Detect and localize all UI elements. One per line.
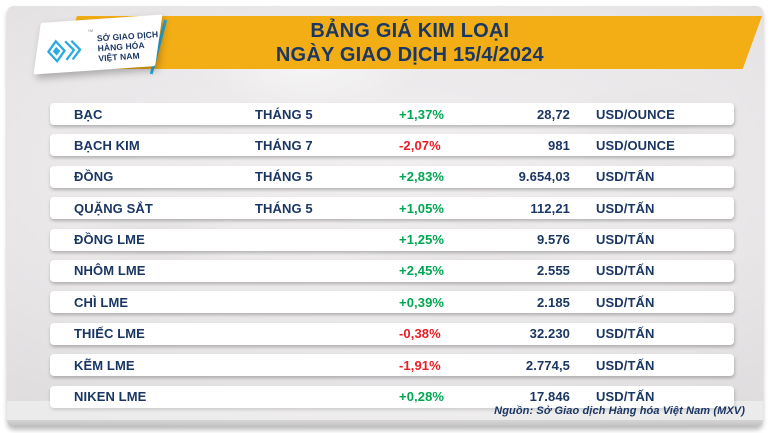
price-value: 9.576 xyxy=(536,232,570,248)
price-value: 32.230 xyxy=(529,326,570,342)
table-row: BẠCH KIM THÁNG 7 -2,07% 981 USD/OUNCE xyxy=(50,134,734,157)
contract-month: THÁNG 7 xyxy=(255,137,313,153)
change-percent: +1,37% xyxy=(399,106,445,122)
change-percent: -0,38% xyxy=(399,326,441,342)
price-unit: USD/TẤN xyxy=(596,357,655,373)
commodity-name: BẠCH KIM xyxy=(74,137,140,153)
commodity-name: BẠC xyxy=(74,106,103,122)
commodity-name: CHÌ LME xyxy=(74,294,129,310)
price-unit: USD/TẤN xyxy=(596,263,655,279)
price-unit: USD/OUNCE xyxy=(596,137,675,153)
source-note: Nguồn: Sở Giao dịch Hàng hóa Việt Nam (M… xyxy=(494,404,745,417)
price-value: 2.774,5 xyxy=(525,357,570,373)
table-row: NIKEN LME +0,28% 17.846 USD/TẤN xyxy=(50,385,734,408)
page-title-line1: BẢNG GIÁ KIM LOẠI xyxy=(310,20,510,42)
price-unit: USD/TẤN xyxy=(596,389,655,405)
mxv-logo-icon xyxy=(46,39,82,63)
table-row: QUẶNG SẮT THÁNG 5 +1,05% 112,21 USD/TẤN xyxy=(50,197,734,220)
footer-band: Nguồn: Sở Giao dịch Hàng hóa Việt Nam (M… xyxy=(7,401,763,421)
commodity-name: ĐỒNG xyxy=(74,169,114,185)
page-title: BẢNG GIÁ KIM LOẠI NGÀY GIAO DỊCH 15/4/20… xyxy=(67,16,752,69)
change-percent: -2,07% xyxy=(399,137,441,153)
price-unit: USD/OUNCE xyxy=(596,106,675,122)
price-value: 112,21 xyxy=(530,200,570,216)
table-row: THIẾC LME -0,38% 32.230 USD/TẤN xyxy=(50,322,734,345)
mxv-logo-text: SỞ GIAO DỊCH HÀNG HÓA VIỆT NAM xyxy=(97,29,160,63)
change-percent: +1,05% xyxy=(399,200,445,216)
price-value: 28,72 xyxy=(536,106,570,122)
contract-month: THÁNG 5 xyxy=(255,106,313,122)
page-title-line2: NGÀY GIAO DỊCH 15/4/2024 xyxy=(275,44,544,66)
price-unit: USD/TẤN xyxy=(596,326,655,342)
price-unit: USD/TẤN xyxy=(596,294,655,310)
price-value: 9.654,03 xyxy=(518,169,570,185)
table-row: ĐỒNG LME +1,25% 9.576 USD/TẤN xyxy=(50,228,734,251)
price-unit: USD/TẤN xyxy=(596,200,655,216)
price-unit: USD/TẤN xyxy=(596,232,655,248)
price-unit: USD/TẤN xyxy=(596,169,655,185)
price-value: 2.555 xyxy=(536,263,570,279)
commodity-name: THIẾC LME xyxy=(74,326,145,342)
contract-month: THÁNG 5 xyxy=(255,200,313,216)
commodity-name: NHÔM LME xyxy=(74,263,146,279)
price-value: 17.846 xyxy=(529,389,570,405)
price-value: 2.185 xyxy=(536,294,570,310)
table-row: CHÌ LME +0,39% 2.185 USD/TẤN xyxy=(50,291,734,314)
table-row: BẠC THÁNG 5 +1,37% 28,72 USD/OUNCE xyxy=(50,103,734,125)
contract-month: THÁNG 5 xyxy=(255,169,313,185)
mxv-logo: ™ SỞ GIAO DỊCH HÀNG HÓA VIỆT NAM xyxy=(46,23,161,73)
table-row: NHÔM LME +2,45% 2.555 USD/TẤN xyxy=(50,259,734,282)
price-table: BẠC THÁNG 5 +1,37% 28,72 USD/OUNCE BẠCH … xyxy=(50,103,734,408)
commodity-name: KẼM LME xyxy=(74,357,135,373)
change-percent: -1,91% xyxy=(399,357,441,373)
trademark-symbol: ™ xyxy=(87,29,94,37)
price-value: 981 xyxy=(548,137,570,153)
commodity-name: NIKEN LME xyxy=(74,389,147,405)
change-percent: +2,45% xyxy=(399,263,445,279)
change-percent: +2,83% xyxy=(399,169,445,185)
background-panel: BẢNG GIÁ KIM LOẠI NGÀY GIAO DỊCH 15/4/20… xyxy=(7,6,763,427)
commodity-name: ĐỒNG LME xyxy=(74,232,145,248)
change-percent: +1,25% xyxy=(399,232,445,248)
change-percent: +0,39% xyxy=(399,294,445,310)
table-row: ĐỒNG THÁNG 5 +2,83% 9.654,03 USD/TẤN xyxy=(50,165,734,188)
table-row: KẼM LME -1,91% 2.774,5 USD/TẤN xyxy=(50,354,734,377)
change-percent: +0,28% xyxy=(399,389,445,405)
commodity-name: QUẶNG SẮT xyxy=(74,200,153,216)
